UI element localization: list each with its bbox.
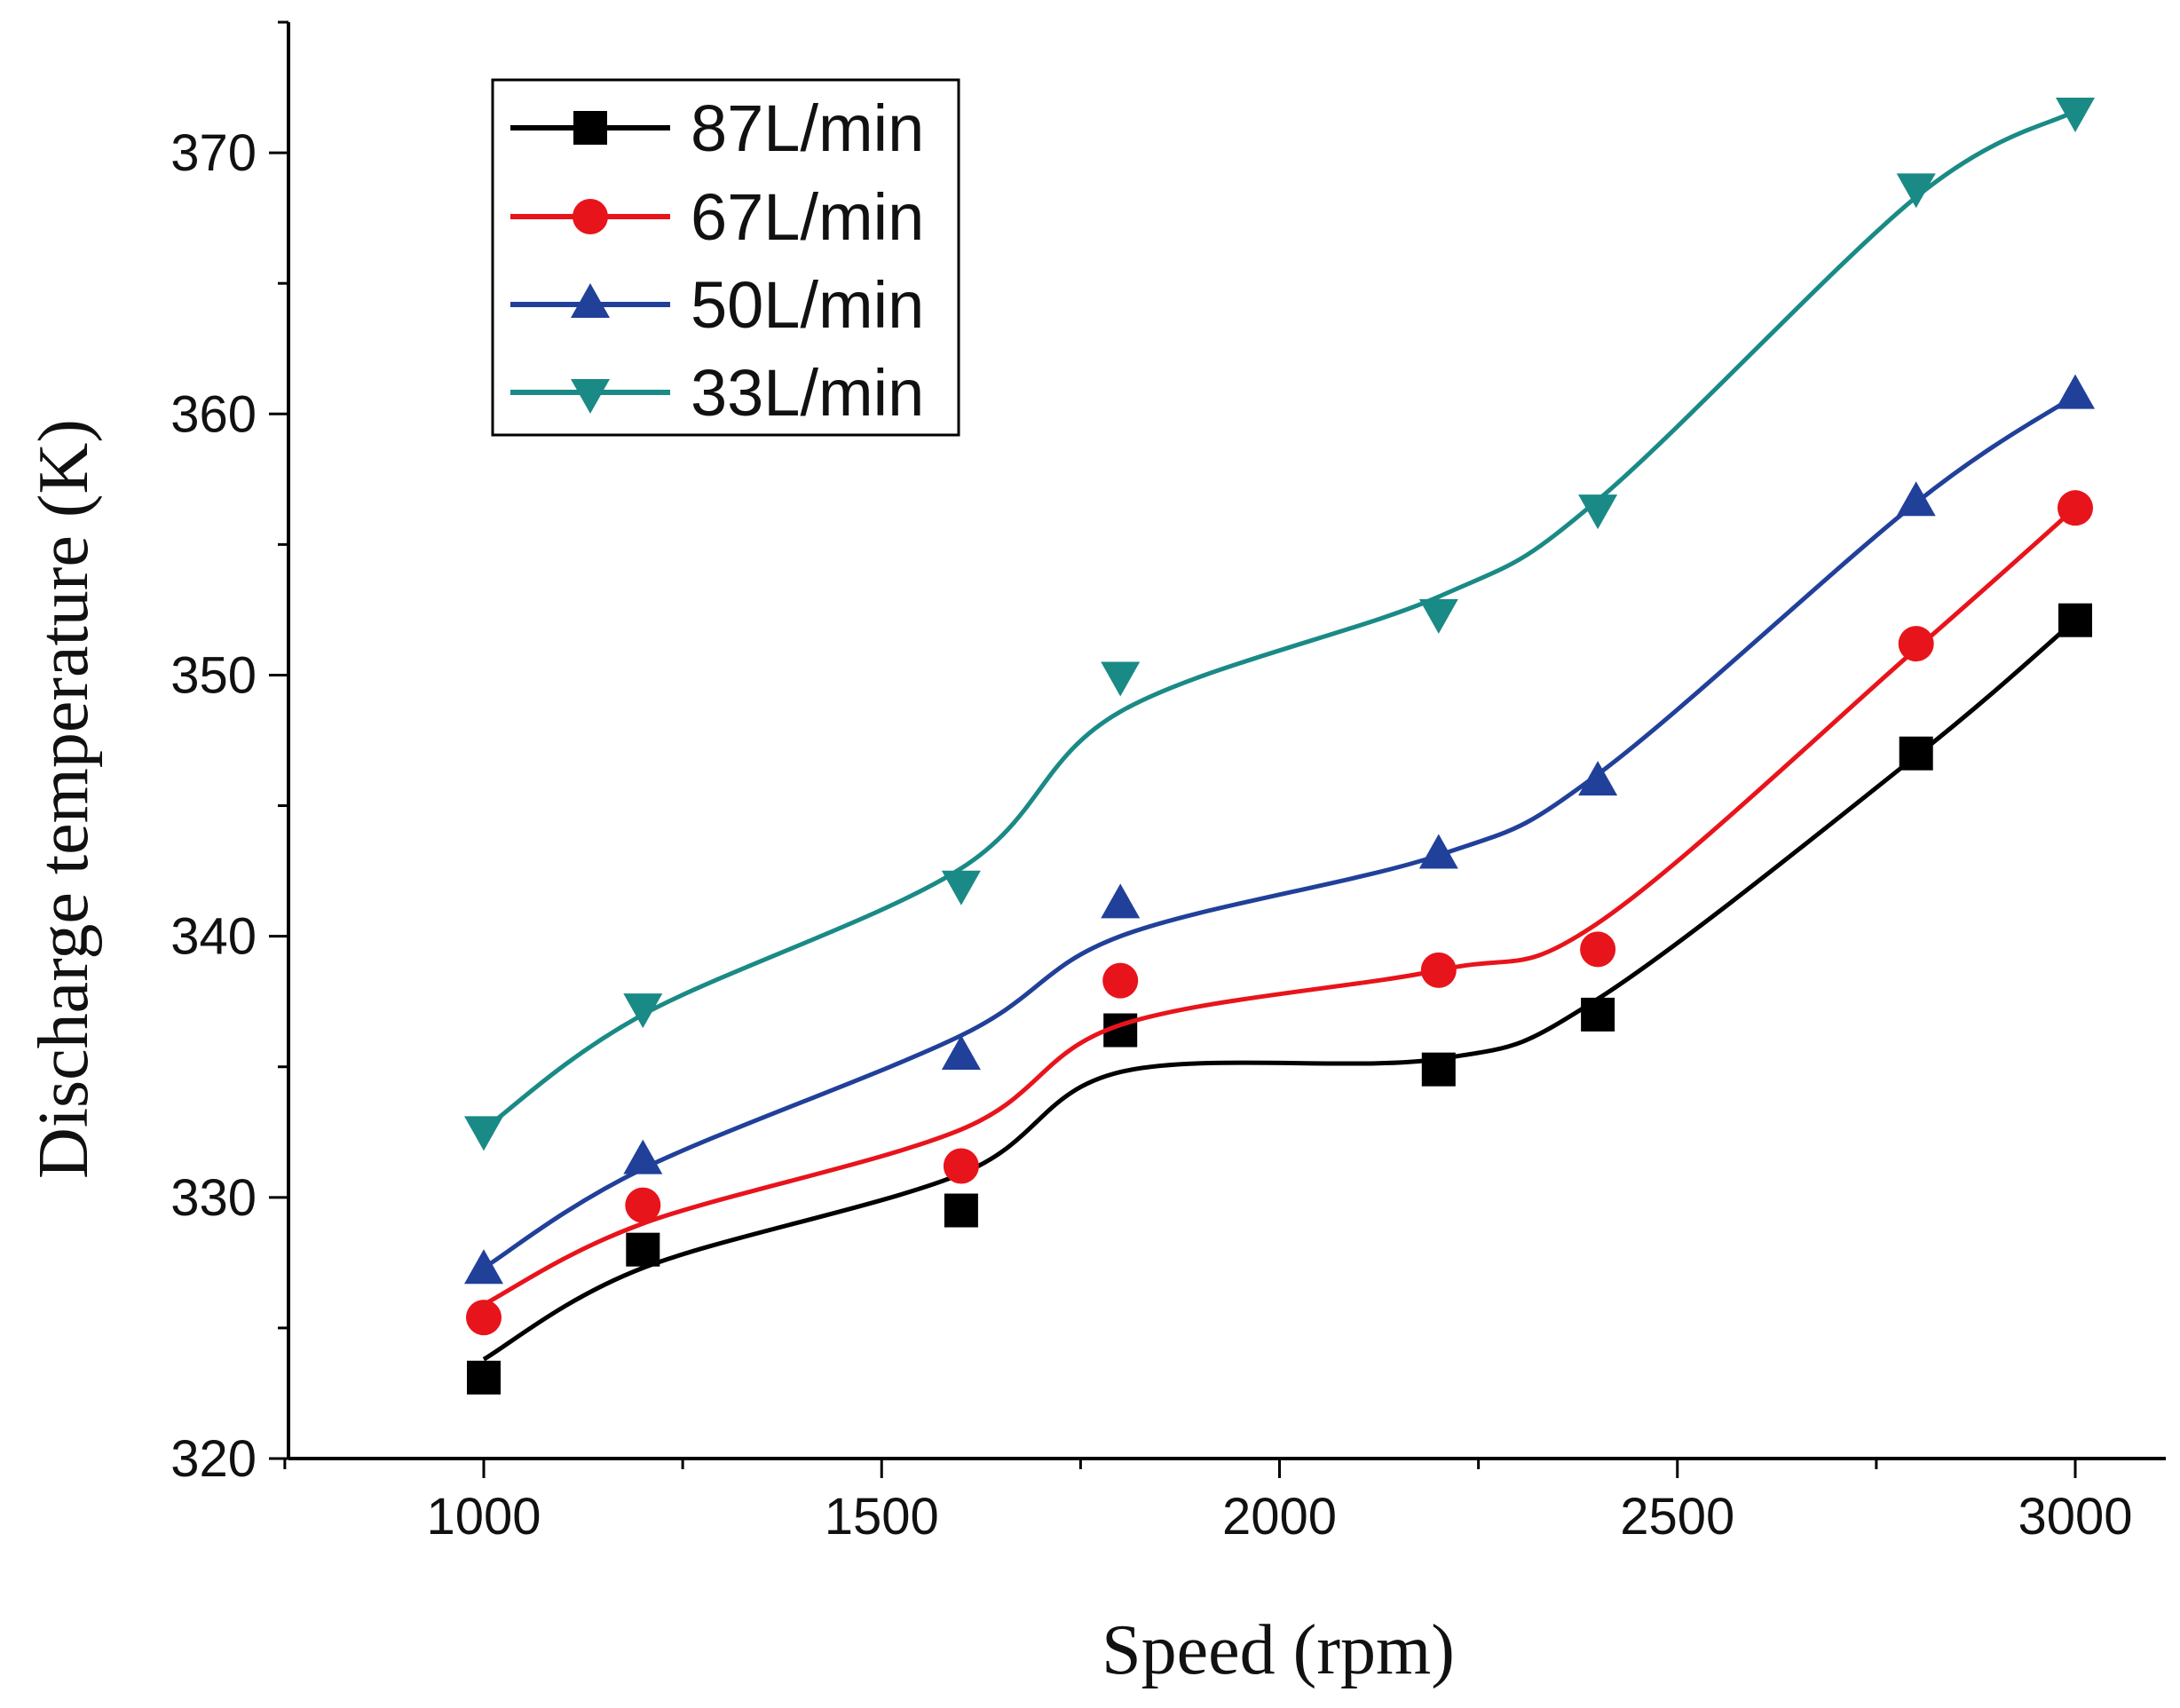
x-tick-label: 3000 — [2018, 1488, 2132, 1546]
legend-label-87: 87L/min — [691, 91, 924, 165]
data-point — [1101, 883, 1141, 919]
legend-box — [491, 78, 960, 437]
data-point — [1896, 481, 1936, 517]
data-point — [2056, 374, 2095, 409]
x-tick-label: 2000 — [1222, 1488, 1337, 1546]
data-point — [623, 1139, 663, 1174]
data-point — [1578, 494, 1618, 530]
legend-marker-shape — [573, 111, 607, 145]
data-point — [464, 1249, 503, 1285]
data-point — [467, 1360, 501, 1395]
data-point — [466, 1300, 502, 1336]
legend-label-50: 50L/min — [691, 268, 924, 342]
legend-marker-2 — [571, 283, 610, 318]
series-line-0 — [482, 618, 2077, 1362]
x-tick-label: 1500 — [825, 1488, 939, 1546]
legend-marker-1 — [573, 199, 608, 234]
data-point — [1101, 661, 1141, 697]
data-point — [941, 870, 981, 905]
legend-marker-shape — [571, 379, 610, 414]
y-tick-label: 330 — [170, 1169, 257, 1227]
data-point — [1580, 931, 1616, 968]
data-point — [626, 1232, 660, 1267]
data-point — [623, 993, 663, 1029]
series-layer — [464, 98, 2095, 1395]
legend-label-67: 67L/min — [691, 180, 924, 254]
data-point — [1421, 1052, 1456, 1087]
y-tick-label: 370 — [170, 124, 257, 182]
y-tick-label: 350 — [170, 646, 257, 704]
series-1 — [466, 490, 2093, 1336]
y-axis-title: Discharge temperature (K) — [25, 419, 103, 1179]
legend: 87L/min 67L/min 50L/min 33L/min — [491, 78, 960, 437]
series-3 — [464, 98, 2095, 1151]
data-point — [1578, 761, 1618, 796]
data-point — [943, 1148, 979, 1184]
axes: 320 330 340 350 360 370 1000 1500 2000 2500 3000 — [170, 20, 2166, 1546]
y-tick-label: 340 — [170, 908, 257, 966]
data-point — [1418, 598, 1458, 634]
legend-label-33: 33L/min — [691, 356, 924, 430]
x-tick-label: 2500 — [1620, 1488, 1734, 1546]
legend-marker-shape — [571, 283, 610, 318]
x-axis-title: Speed (rpm) — [1102, 1611, 1455, 1689]
data-point — [1898, 626, 1934, 662]
legend-marker-3 — [571, 379, 610, 414]
series-0 — [467, 603, 2092, 1395]
data-point — [944, 1193, 978, 1228]
data-point — [1581, 997, 1615, 1032]
series-line-2 — [482, 393, 2077, 1270]
data-point — [1896, 173, 1936, 209]
series-line-3 — [482, 108, 2077, 1132]
x-tick-label: 1000 — [426, 1488, 541, 1546]
data-point — [1899, 736, 1933, 771]
y-tick-label: 360 — [170, 385, 257, 443]
data-point — [1102, 962, 1139, 999]
data-point — [2058, 490, 2093, 526]
y-tick-label: 320 — [170, 1430, 257, 1488]
data-point — [625, 1187, 661, 1223]
series-2 — [464, 374, 2095, 1285]
legend-marker-shape — [573, 199, 608, 234]
legend-marker-0 — [573, 111, 607, 145]
data-point — [2058, 603, 2092, 637]
data-point — [1418, 834, 1458, 869]
data-point — [2056, 98, 2095, 133]
data-point — [464, 1116, 503, 1151]
series-line-1 — [482, 506, 2077, 1307]
data-point — [1420, 952, 1457, 988]
data-point — [941, 1034, 981, 1070]
